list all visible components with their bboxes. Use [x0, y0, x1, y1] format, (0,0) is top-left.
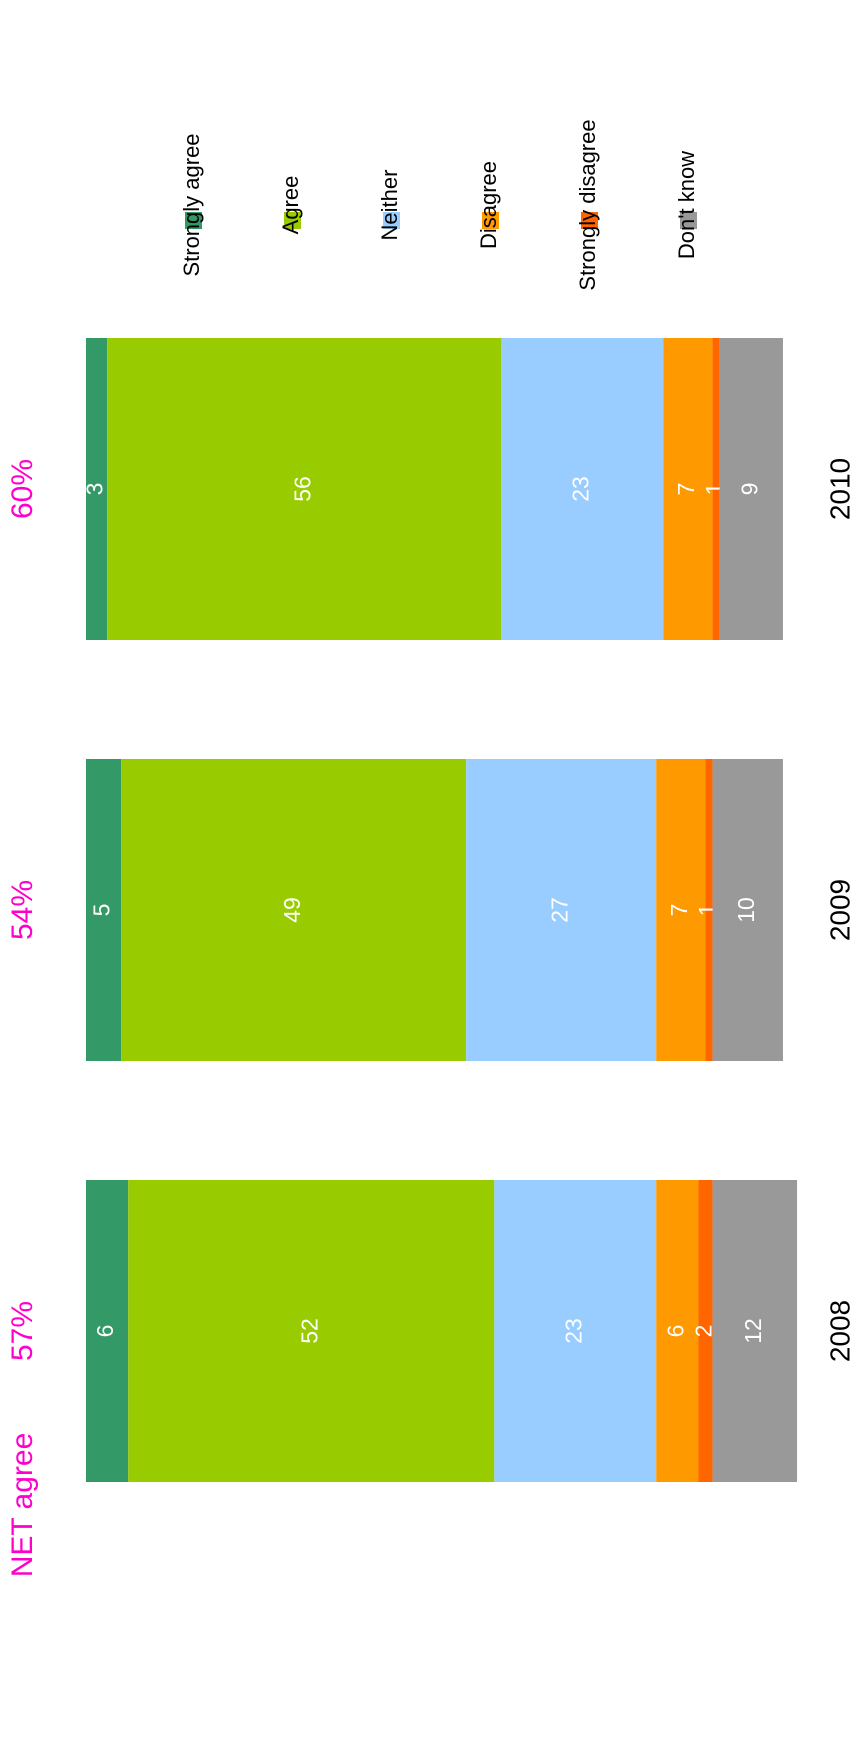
- bar-segment: [86, 1180, 129, 1482]
- legend-swatch: [482, 212, 499, 229]
- bar-segment: [705, 759, 713, 1061]
- bar-segment: [656, 1180, 699, 1482]
- bar-segment: [128, 1180, 495, 1482]
- legend-label: Strongly agree: [179, 133, 204, 276]
- data-label: 5: [89, 904, 115, 917]
- legend-label: Agree: [278, 176, 303, 235]
- legend-swatch: [284, 212, 301, 229]
- legend-swatch: [383, 212, 400, 229]
- data-label: 3: [82, 483, 108, 496]
- total-label: 57%: [6, 1301, 39, 1361]
- bar-segment: [107, 338, 502, 640]
- legend-swatch: [581, 212, 598, 229]
- data-label: 27: [546, 897, 572, 923]
- data-label: 52: [296, 1318, 322, 1344]
- bar-segment: [86, 759, 122, 1061]
- x-tick-label: 2010: [824, 458, 855, 520]
- data-label: 49: [279, 897, 305, 923]
- bar-segment: [494, 1180, 657, 1482]
- data-label: 7: [673, 483, 699, 496]
- data-label: 23: [560, 1318, 586, 1344]
- bar-segment: [712, 759, 783, 1061]
- bar-segment: [698, 1180, 713, 1482]
- x-tick-label: 2008: [824, 1300, 855, 1362]
- bar-segment: [712, 338, 720, 640]
- data-label: 7: [666, 904, 692, 917]
- bar-segment: [712, 1180, 798, 1482]
- data-label: 12: [740, 1318, 766, 1344]
- total-label: 60%: [6, 459, 39, 519]
- data-label: 6: [662, 1325, 688, 1338]
- bar-segment: [663, 338, 713, 640]
- legend-swatch: [185, 212, 202, 229]
- bar-segment: [501, 338, 664, 640]
- data-label: 56: [289, 476, 315, 502]
- legend-label: Strongly disagree: [575, 119, 600, 290]
- chart-title: NET agree: [6, 1433, 39, 1578]
- data-label: 9: [736, 483, 762, 496]
- bar-segment: [86, 338, 108, 640]
- data-label: 6: [92, 1325, 118, 1338]
- legend-swatch: [680, 212, 697, 229]
- x-tick-label: 2009: [824, 879, 855, 941]
- total-label: 54%: [6, 880, 39, 940]
- legend-label: Neither: [377, 170, 402, 241]
- legend-label: Don't know: [674, 151, 699, 259]
- bar-segment: [719, 338, 783, 640]
- data-label: 10: [733, 897, 759, 923]
- bar-segment: [466, 759, 657, 1061]
- bar-segment: [656, 759, 706, 1061]
- bar-segment: [121, 759, 467, 1061]
- legend-label: Disagree: [476, 161, 501, 249]
- data-label: 23: [567, 476, 593, 502]
- data-label: 2: [691, 1325, 717, 1338]
